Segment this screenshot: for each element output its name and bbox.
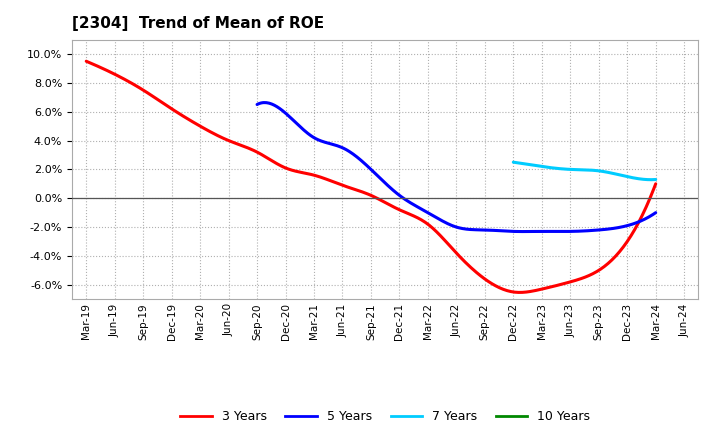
Legend: 3 Years, 5 Years, 7 Years, 10 Years: 3 Years, 5 Years, 7 Years, 10 Years	[176, 405, 595, 428]
Text: [2304]  Trend of Mean of ROE: [2304] Trend of Mean of ROE	[72, 16, 324, 32]
